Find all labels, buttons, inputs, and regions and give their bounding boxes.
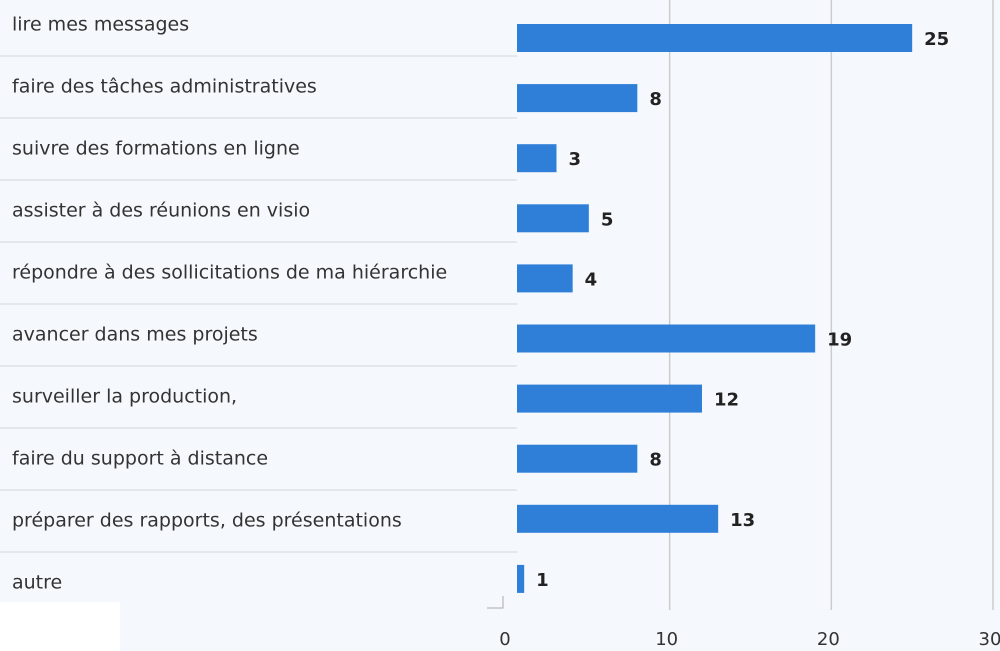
x-tick-label: 0 bbox=[499, 629, 510, 650]
bar bbox=[508, 264, 573, 293]
value-label: 4 bbox=[585, 269, 598, 290]
value-label: 8 bbox=[649, 450, 662, 471]
x-tick-label: 30 bbox=[979, 629, 1000, 650]
x-tick-label: 10 bbox=[655, 629, 678, 650]
bar bbox=[508, 444, 638, 473]
bar bbox=[508, 84, 638, 113]
bar bbox=[508, 504, 719, 533]
value-label: 1 bbox=[536, 570, 549, 591]
category-label: suivre des formations en ligne bbox=[12, 138, 300, 160]
category-label: répondre à des sollicitations de ma hiér… bbox=[12, 262, 447, 284]
category-label: surveiller la production, bbox=[12, 386, 237, 408]
bar bbox=[508, 384, 702, 413]
value-label: 19 bbox=[827, 330, 852, 351]
x-tick-label: 20 bbox=[817, 629, 840, 650]
category-label: avancer dans mes projets bbox=[12, 324, 258, 346]
category-label: lire mes messages bbox=[12, 14, 189, 36]
category-label: autre bbox=[12, 572, 62, 594]
category-label: faire des tâches administratives bbox=[12, 76, 317, 98]
bar bbox=[508, 24, 913, 52]
category-label: assister à des réunions en visio bbox=[12, 200, 310, 222]
category-label: faire du support à distance bbox=[12, 448, 268, 470]
value-label: 25 bbox=[924, 29, 949, 50]
corner-blank bbox=[0, 602, 120, 651]
bar bbox=[508, 324, 816, 353]
label-panel bbox=[0, 0, 517, 602]
value-label: 5 bbox=[601, 209, 614, 230]
category-label: préparer des rapports, des présentations bbox=[12, 510, 402, 532]
value-label: 8 bbox=[649, 89, 662, 110]
value-label: 12 bbox=[714, 390, 739, 411]
value-label: 13 bbox=[730, 510, 755, 531]
bar bbox=[508, 204, 589, 233]
axis-corner bbox=[487, 596, 504, 609]
value-label: 3 bbox=[569, 149, 582, 170]
